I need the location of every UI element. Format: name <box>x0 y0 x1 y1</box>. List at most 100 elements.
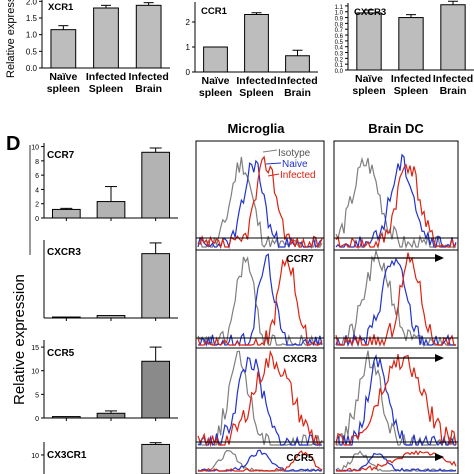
chart-title: CXCR3 <box>354 7 386 18</box>
histogram-iso-line <box>197 256 323 347</box>
y-tick-label: 8 <box>35 159 39 166</box>
bar <box>244 14 269 73</box>
histogram-frame <box>195 237 325 349</box>
bar <box>440 4 466 71</box>
histogram-frame <box>333 337 459 449</box>
bar <box>203 46 228 73</box>
flow-histograms <box>195 140 459 474</box>
bar <box>93 7 119 69</box>
bar <box>96 315 126 319</box>
bar <box>135 4 162 69</box>
panel-letter: D <box>6 133 20 155</box>
y-tick-label: 0.0 <box>26 64 38 73</box>
legend-line-naive <box>265 162 282 165</box>
y-tick-label: 2 <box>186 18 191 27</box>
histogram-frame <box>333 140 459 251</box>
histogram-iso-line <box>335 450 456 472</box>
y-tick-label: 1 <box>186 43 191 52</box>
x-tick-label: spleen <box>47 83 80 95</box>
y-tick-label: 0 <box>35 216 39 223</box>
chart-title: CXCR3 <box>47 247 81 258</box>
histogram-iso-line <box>335 156 456 250</box>
y-tick-label: 0.7 <box>335 28 344 34</box>
y-tick-label: 0.1 <box>335 63 344 69</box>
y-tick-label: 0 <box>35 416 39 423</box>
chart-title: CCR5 <box>47 348 75 359</box>
bar <box>356 12 382 71</box>
top-ylabel: Relative expression <box>5 0 17 78</box>
top-chart-cxcr3: 0.00.10.20.30.40.50.60.70.80.91.01.1 Naïv… <box>335 0 474 97</box>
x-tick-label: Naïve <box>49 71 77 83</box>
x-tick-label: Naïve <box>355 73 383 85</box>
histogram-naive-line <box>197 356 322 447</box>
y-tick-label: 15 <box>31 345 39 352</box>
histogram-panel <box>195 140 325 251</box>
chart-title: CCR7 <box>47 150 75 161</box>
flow-xlabel-ccr7: CCR7 <box>286 254 314 265</box>
y-tick-label: 0.9 <box>335 17 344 23</box>
histogram-frame <box>333 237 459 349</box>
bar <box>285 55 310 73</box>
histogram-inf-line <box>198 450 323 472</box>
y-tick-label: 10 <box>31 453 39 460</box>
x-tick-label: Infected <box>391 73 431 85</box>
top-chart-ccr1: 012NaïvespleenInfectedSpleenInfectedBrai… <box>186 2 318 99</box>
bar <box>96 201 126 219</box>
flow-xlabel-cxcr3: CXCR3 <box>283 354 317 365</box>
histogram-naive-line <box>335 452 457 472</box>
flow-arrow-ccr5 <box>340 453 444 461</box>
x-tick-label: Infected <box>433 73 473 85</box>
y-tick-label: 2.0 <box>26 0 38 6</box>
y-tick-label: 0.8 <box>335 22 344 28</box>
histogram-inf-line <box>335 163 457 250</box>
x-tick-label: Spleen <box>394 85 428 97</box>
histogram-iso-line <box>336 250 457 347</box>
y-tick-label: 0.5 <box>335 40 344 46</box>
bar <box>398 17 424 71</box>
x-tick-label: Brain <box>440 85 467 97</box>
legend-line-isotype <box>262 149 278 153</box>
histogram-inf-line <box>335 252 456 347</box>
histogram-panel <box>195 441 325 474</box>
y-tick-label: 0.3 <box>335 52 344 58</box>
y-tick-label: 1.0 <box>26 31 38 40</box>
col-chart-ccr7: 0 2 4 6 8 10 CCR7 <box>31 143 178 223</box>
histogram-naive-line <box>335 257 456 348</box>
histogram-inf-line <box>335 354 457 446</box>
legend-infected: Infected <box>280 170 316 181</box>
histogram-inf-line <box>197 155 323 250</box>
bar <box>96 412 126 419</box>
y-tick-label: 0.2 <box>335 57 344 63</box>
x-tick-label: spleen <box>352 85 385 97</box>
bar <box>51 416 81 419</box>
bar <box>51 316 81 319</box>
col-chart-ccr5: 0 5 10 15 CCR5 <box>31 340 178 423</box>
y-tick-label: 0.4 <box>335 46 344 52</box>
legend: Isotype Naive Infected <box>262 148 316 181</box>
x-tick-label: Brain <box>284 87 311 99</box>
col-title-microglia: Microglia <box>227 121 285 136</box>
histogram-iso-line <box>198 449 322 472</box>
bar <box>51 208 81 219</box>
x-tick-label: Spleen <box>89 83 123 95</box>
col-chart-cxcr3: CXCR3 <box>43 240 178 321</box>
col-title-brain-dc: Brain DC <box>368 121 424 136</box>
histogram-inf-line <box>197 349 323 448</box>
histogram-iso-line <box>336 350 457 447</box>
y-tick-label: 4 <box>35 187 39 194</box>
y-tick-label: 0 <box>186 68 191 77</box>
left-ylabel: Relative expression <box>11 274 28 405</box>
chart-title: CX3CR1 <box>47 450 87 461</box>
histogram-frame <box>195 140 325 251</box>
y-tick-label: 6 <box>35 173 39 180</box>
y-tick-label: 0.6 <box>335 34 344 40</box>
histogram-naive-line <box>197 159 323 250</box>
legend-naive: Naive <box>282 159 308 170</box>
histogram-frame <box>195 441 325 474</box>
y-tick-label: 1.5 <box>26 14 38 23</box>
x-tick-label: Infected <box>129 71 169 83</box>
legend-isotype: Isotype <box>278 148 311 159</box>
flow-arrow-ccr7 <box>340 254 444 262</box>
histogram-frame <box>333 441 459 474</box>
